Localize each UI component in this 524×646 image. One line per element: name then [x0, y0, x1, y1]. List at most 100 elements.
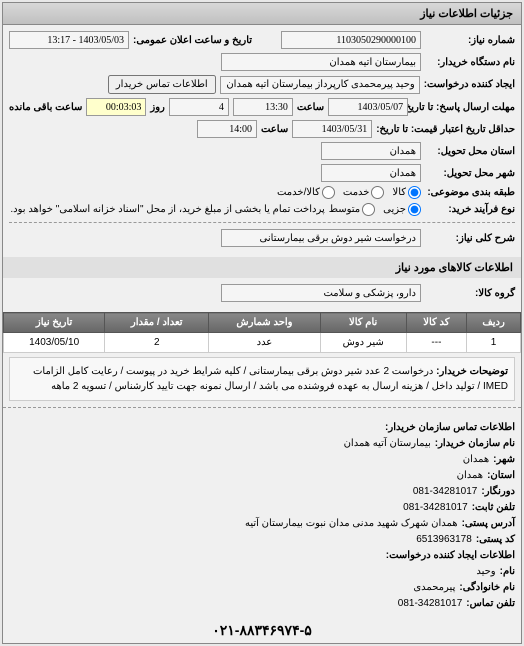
process-radio-group: جزیی متوسط	[329, 203, 421, 216]
form-section: شماره نیاز: تاریخ و ساعت اعلان عمومی: نا…	[3, 25, 521, 257]
category-radio-group: کالا خدمت کالا/خدمت	[277, 186, 421, 199]
goods-service-label: کالا/خدمت	[277, 187, 320, 198]
time-label-2: ساعت	[261, 124, 288, 135]
medium-radio-item[interactable]: متوسط	[329, 203, 375, 216]
desc-title-input	[221, 229, 421, 247]
public-date-input	[9, 31, 129, 49]
process-label: نوع فرآیند خرید:	[425, 204, 515, 215]
td-qty: 2	[105, 333, 209, 353]
group-input	[221, 284, 421, 302]
items-section-title: اطلاعات کالاهای مورد نیاز	[3, 257, 521, 278]
contact-postal: 6513963178	[416, 532, 472, 548]
row-creator: ایجاد کننده درخواست: اطلاعات تماس خریدار	[9, 75, 515, 94]
medium-radio[interactable]	[362, 203, 375, 216]
contact-address: همدان شهرک شهید مدنی مدان نبوت بیمارستان…	[245, 516, 458, 532]
goods-radio-item[interactable]: کالا	[392, 186, 421, 199]
small-radio[interactable]	[408, 203, 421, 216]
contact-cphone-label: تلفن تماس:	[466, 596, 515, 612]
service-radio-item[interactable]: خدمت	[343, 186, 385, 199]
contact-name-label: نام:	[500, 564, 515, 580]
th-row: ردیف	[467, 313, 521, 333]
table-header-row: ردیف کد کالا نام کالا واحد شمارش تعداد /…	[4, 313, 521, 333]
contact-phone-label: تلفن ثابت:	[472, 500, 515, 516]
payment-note: پرداخت تمام یا بخشی از مبلغ خرید، از محل…	[10, 204, 324, 215]
contact-address-label: آدرس پستی:	[462, 516, 515, 532]
row-process: نوع فرآیند خرید: جزیی متوسط پرداخت تمام …	[9, 203, 515, 216]
td-date: 1403/05/10	[4, 333, 105, 353]
day-label: روز	[150, 102, 165, 113]
row-req-number: شماره نیاز: تاریخ و ساعت اعلان عمومی:	[9, 31, 515, 49]
deadline-time-input	[233, 98, 293, 116]
row-province: استان محل تحویل:	[9, 142, 515, 160]
validity-label: حداقل تاریخ اعتبار قیمت: تا تاریخ:	[376, 124, 515, 135]
goods-service-radio[interactable]	[322, 186, 335, 199]
contact-phone: 081-34281017	[403, 500, 468, 516]
contact-fax: 081-34281017	[413, 484, 478, 500]
contact-surname: پیرمحمدی	[413, 580, 455, 596]
contact-city-label: شهر:	[493, 452, 515, 468]
contact-cphone: 081-34281017	[398, 596, 463, 612]
contact-section-title: اطلاعات تماس سازمان خریدار:	[385, 420, 515, 436]
buyer-desc-box: توضیحات خریدار: درخواست 2 عدد شیر دوش بر…	[9, 357, 515, 401]
city-input	[321, 164, 421, 182]
validity-date-input	[292, 120, 372, 138]
th-date: تاریخ نیاز	[4, 313, 105, 333]
contact-org-label: نام سازمان خریدار:	[435, 436, 515, 452]
province-input	[321, 142, 421, 160]
main-panel: جزئیات اطلاعات نیاز شماره نیاز: تاریخ و …	[2, 2, 522, 644]
contact-city: همدان	[463, 452, 489, 468]
deadline-label: مهلت ارسال پاسخ: تا تاریخ:	[412, 102, 515, 113]
th-name: نام کالا	[320, 313, 406, 333]
row-buyer-org: نام دستگاه خریدار:	[9, 53, 515, 71]
small-radio-item[interactable]: جزیی	[383, 203, 421, 216]
category-label: طبقه بندی موضوعی:	[425, 187, 515, 198]
group-label: گروه کالا:	[425, 288, 515, 299]
contact-org: بیمارستان آتیه همدان	[344, 436, 431, 452]
buyer-org-input	[221, 53, 421, 71]
contact-section: اطلاعات تماس سازمان خریدار: نام سازمان خ…	[3, 414, 521, 618]
creator-section-title: اطلاعات ایجاد کننده درخواست:	[386, 548, 515, 564]
goods-radio[interactable]	[408, 186, 421, 199]
row-category: طبقه بندی موضوعی: کالا خدمت کالا/خدمت	[9, 186, 515, 199]
contact-name: وحید	[476, 564, 495, 580]
panel-title: جزئیات اطلاعات نیاز	[3, 3, 521, 25]
th-code: کد کالا	[406, 313, 467, 333]
goods-service-radio-item[interactable]: کالا/خدمت	[277, 186, 335, 199]
contact-province-label: استان:	[487, 468, 515, 484]
creator-label: ایجاد کننده درخواست:	[424, 79, 515, 90]
td-unit: عدد	[209, 333, 320, 353]
time-remaining-input	[86, 98, 146, 116]
creator-input	[220, 76, 420, 94]
contact-button[interactable]: اطلاعات تماس خریدار	[108, 75, 216, 94]
td-name: شیر دوش	[320, 333, 406, 353]
buyer-desc-label: توضیحات خریدار:	[436, 366, 508, 377]
td-code: ---	[406, 333, 467, 353]
deadline-date-input	[328, 98, 408, 116]
row-desc-title: شرح کلی نیاز:	[9, 229, 515, 247]
row-deadline: مهلت ارسال پاسخ: تا تاریخ: ساعت روز ساعت…	[9, 98, 515, 116]
row-city: شهر محل تحویل:	[9, 164, 515, 182]
public-date-label: تاریخ و ساعت اعلان عمومی:	[133, 35, 252, 46]
th-unit: واحد شمارش	[209, 313, 320, 333]
goods-label: کالا	[392, 187, 406, 198]
td-row: 1	[467, 333, 521, 353]
contact-surname-label: نام خانوادگی:	[459, 580, 515, 596]
separator-2	[3, 407, 521, 408]
time-label-1: ساعت	[297, 102, 324, 113]
req-number-input	[281, 31, 421, 49]
req-number-label: شماره نیاز:	[425, 35, 515, 46]
desc-title-label: شرح کلی نیاز:	[425, 233, 515, 244]
service-radio[interactable]	[371, 186, 384, 199]
items-group-row: گروه کالا:	[3, 278, 521, 312]
service-label: خدمت	[343, 187, 370, 198]
buyer-org-label: نام دستگاه خریدار:	[425, 57, 515, 68]
contact-province: همدان	[457, 468, 483, 484]
contact-postal-label: کد پستی:	[476, 532, 515, 548]
footer-phone: ۰۲۱-۸۸۳۴۶۹۷۴-۵	[3, 618, 521, 643]
separator-1	[9, 222, 515, 223]
table-row: 1 --- شیر دوش عدد 2 1403/05/10	[4, 333, 521, 353]
medium-label: متوسط	[329, 204, 360, 215]
city-label: شهر محل تحویل:	[425, 168, 515, 179]
th-qty: تعداد / مقدار	[105, 313, 209, 333]
province-label: استان محل تحویل:	[425, 146, 515, 157]
